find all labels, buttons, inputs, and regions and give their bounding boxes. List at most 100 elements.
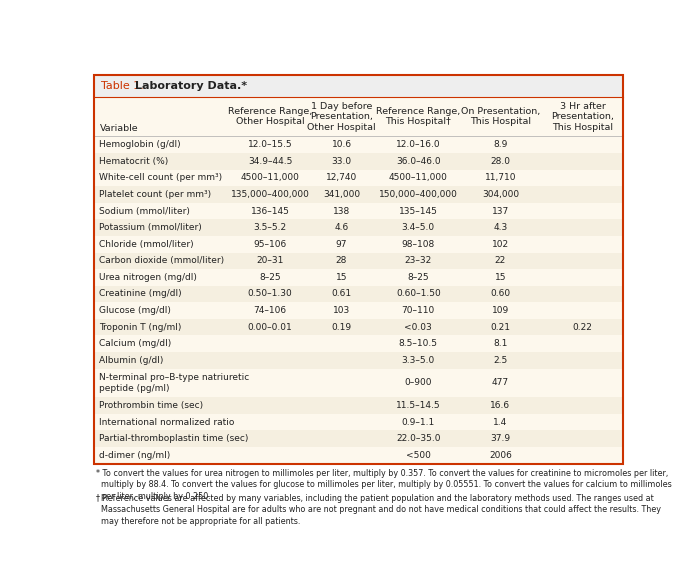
Text: 4.6: 4.6 — [335, 223, 349, 232]
Text: 4500–11,000: 4500–11,000 — [241, 173, 300, 182]
Text: Glucose (mg/dl): Glucose (mg/dl) — [99, 306, 172, 315]
Text: 8.9: 8.9 — [494, 140, 508, 149]
Text: 135–145: 135–145 — [399, 206, 438, 216]
Text: 4500–11,000: 4500–11,000 — [389, 173, 448, 182]
Text: 1.4: 1.4 — [494, 417, 508, 427]
Text: * To convert the values for urea nitrogen to millimoles per liter, multiply by 0: * To convert the values for urea nitroge… — [96, 469, 671, 501]
Text: 95–106: 95–106 — [253, 240, 287, 249]
Text: 103: 103 — [333, 306, 350, 315]
Text: N-terminal pro–B-type natriuretic
peptide (pg/ml): N-terminal pro–B-type natriuretic peptid… — [99, 373, 250, 393]
Text: Carbon dioxide (mmol/liter): Carbon dioxide (mmol/liter) — [99, 257, 225, 265]
Text: 15: 15 — [495, 273, 506, 282]
Bar — [94, 186, 624, 203]
Text: 15: 15 — [336, 273, 347, 282]
Text: 23–32: 23–32 — [405, 257, 432, 265]
Bar — [94, 153, 624, 170]
Text: 0.60–1.50: 0.60–1.50 — [396, 290, 441, 298]
Bar — [94, 335, 624, 352]
Text: 0.61: 0.61 — [332, 290, 351, 298]
Text: 0.60: 0.60 — [490, 290, 510, 298]
Bar — [94, 97, 624, 136]
Text: d-dimer (ng/ml): d-dimer (ng/ml) — [99, 451, 171, 460]
Text: 16.6: 16.6 — [490, 401, 510, 410]
Text: 0.00–0.01: 0.00–0.01 — [248, 322, 293, 332]
Text: 8–25: 8–25 — [407, 273, 429, 282]
Text: 3.4–5.0: 3.4–5.0 — [402, 223, 435, 232]
Text: Hemoglobin (g/dl): Hemoglobin (g/dl) — [99, 140, 181, 149]
Text: 2006: 2006 — [489, 451, 512, 460]
Text: 109: 109 — [492, 306, 509, 315]
Text: 28.0: 28.0 — [491, 157, 510, 166]
Text: 8.1: 8.1 — [494, 339, 508, 348]
Text: Hematocrit (%): Hematocrit (%) — [99, 157, 169, 166]
Text: 11.5–14.5: 11.5–14.5 — [396, 401, 440, 410]
Text: 22.0–35.0: 22.0–35.0 — [396, 434, 440, 443]
Text: Troponin T (ng/ml): Troponin T (ng/ml) — [99, 322, 182, 332]
Text: 150,000–400,000: 150,000–400,000 — [379, 190, 458, 199]
Bar — [94, 236, 624, 252]
Text: 3.5–5.2: 3.5–5.2 — [253, 223, 286, 232]
Text: Partial-thromboplastin time (sec): Partial-thromboplastin time (sec) — [99, 434, 248, 443]
Text: 12,740: 12,740 — [326, 173, 357, 182]
Text: 137: 137 — [492, 206, 509, 216]
Text: 0–900: 0–900 — [405, 378, 432, 388]
Text: 74–106: 74–106 — [253, 306, 286, 315]
Bar — [94, 352, 624, 368]
Bar — [94, 252, 624, 269]
Text: 8–25: 8–25 — [259, 273, 281, 282]
Text: 3.3–5.0: 3.3–5.0 — [402, 356, 435, 365]
Text: Creatinine (mg/dl): Creatinine (mg/dl) — [99, 290, 182, 298]
Bar — [94, 414, 624, 430]
Text: Variable: Variable — [99, 124, 138, 133]
Text: 2.5: 2.5 — [494, 356, 508, 365]
Text: 477: 477 — [492, 378, 509, 388]
Text: 8.5–10.5: 8.5–10.5 — [399, 339, 438, 348]
Text: Urea nitrogen (mg/dl): Urea nitrogen (mg/dl) — [99, 273, 197, 282]
Text: 1 Day before
Presentation,
Other Hospital: 1 Day before Presentation, Other Hospita… — [307, 102, 376, 132]
Bar — [94, 397, 624, 414]
Text: Albumin (g/dl): Albumin (g/dl) — [99, 356, 164, 365]
Text: 22: 22 — [495, 257, 506, 265]
Text: 33.0: 33.0 — [332, 157, 351, 166]
Text: 3 Hr after
Presentation,
This Hospital: 3 Hr after Presentation, This Hospital — [551, 102, 614, 132]
Text: 11,710: 11,710 — [484, 173, 516, 182]
Text: 12.0–16.0: 12.0–16.0 — [396, 140, 440, 149]
Bar — [94, 269, 624, 286]
Text: Reference Range,
This Hospital†: Reference Range, This Hospital† — [376, 107, 461, 127]
Text: 97: 97 — [336, 240, 347, 249]
Text: 10.6: 10.6 — [332, 140, 351, 149]
Bar — [94, 203, 624, 219]
Bar — [94, 286, 624, 303]
Bar — [94, 447, 624, 463]
Text: 28: 28 — [336, 257, 347, 265]
Bar — [94, 75, 624, 463]
Text: † Reference values are affected by many variables, including the patient populat: † Reference values are affected by many … — [96, 494, 661, 526]
Text: 0.19: 0.19 — [332, 322, 351, 332]
Text: 37.9: 37.9 — [490, 434, 510, 443]
Text: Sodium (mmol/liter): Sodium (mmol/liter) — [99, 206, 190, 216]
Text: Potassium (mmol/liter): Potassium (mmol/liter) — [99, 223, 202, 232]
Text: Reference Range,
Other Hospital: Reference Range, Other Hospital — [228, 107, 312, 127]
Text: 36.0–46.0: 36.0–46.0 — [396, 157, 440, 166]
Text: Table 1.: Table 1. — [101, 81, 147, 91]
Bar — [94, 170, 624, 186]
Text: 136–145: 136–145 — [251, 206, 290, 216]
Text: 0.50–1.30: 0.50–1.30 — [248, 290, 293, 298]
Bar — [94, 319, 624, 335]
Text: 138: 138 — [333, 206, 350, 216]
Bar — [94, 368, 624, 397]
Text: 0.9–1.1: 0.9–1.1 — [402, 417, 435, 427]
Text: 4.3: 4.3 — [494, 223, 508, 232]
Text: 20–31: 20–31 — [256, 257, 284, 265]
Text: White-cell count (per mm³): White-cell count (per mm³) — [99, 173, 223, 182]
Text: Prothrombin time (sec): Prothrombin time (sec) — [99, 401, 204, 410]
Text: Platelet count (per mm³): Platelet count (per mm³) — [99, 190, 211, 199]
Text: 102: 102 — [492, 240, 509, 249]
Text: 98–108: 98–108 — [402, 240, 435, 249]
Text: 34.9–44.5: 34.9–44.5 — [248, 157, 292, 166]
Bar — [94, 75, 624, 97]
Text: 0.21: 0.21 — [491, 322, 510, 332]
Bar — [94, 430, 624, 447]
Text: International normalized ratio: International normalized ratio — [99, 417, 234, 427]
Text: <0.03: <0.03 — [405, 322, 432, 332]
